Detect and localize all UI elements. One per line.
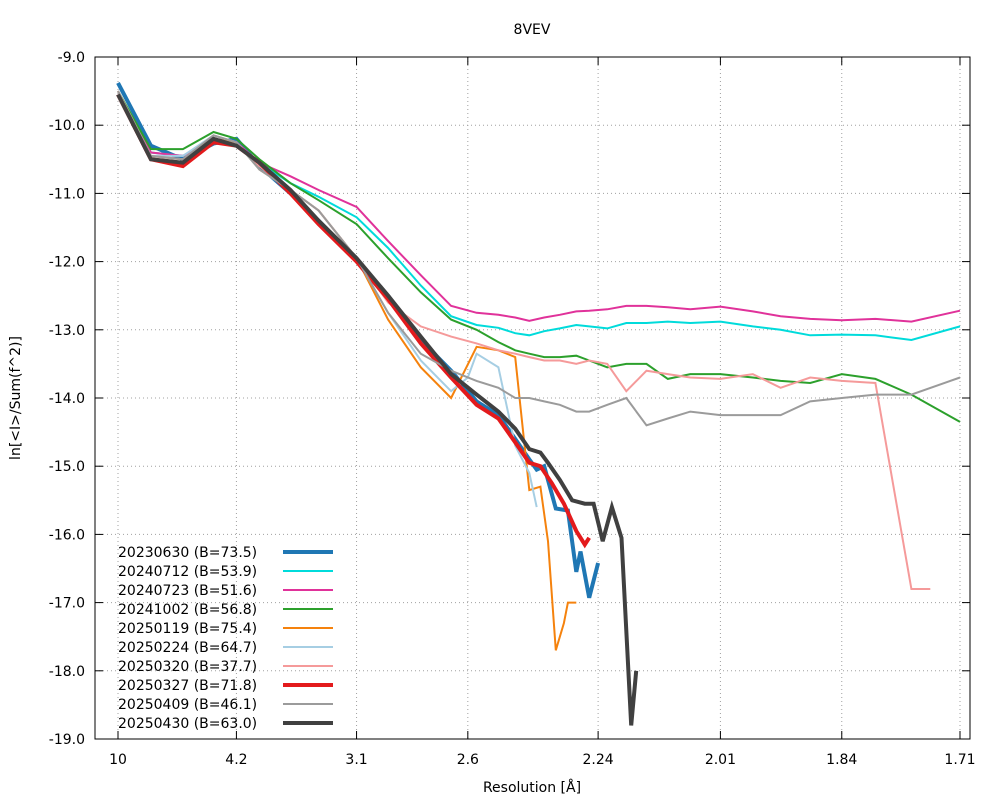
legend-label: 20250119 (B=75.4) xyxy=(118,621,257,637)
y-tick-label: -17.0 xyxy=(49,596,85,612)
legend-label: 20241002 (B=56.8) xyxy=(118,602,257,618)
y-tick-label: -15.0 xyxy=(49,459,85,475)
series-line xyxy=(116,93,639,726)
legend-label: 20250409 (B=46.1) xyxy=(118,697,257,713)
legend-label: 20250224 (B=64.7) xyxy=(118,640,257,656)
legend-label: 20250430 (B=63.0) xyxy=(118,716,257,732)
y-tick-label: -12.0 xyxy=(49,255,85,271)
y-tick-label: -13.0 xyxy=(49,323,85,339)
y-tick-label: -14.0 xyxy=(49,391,85,407)
legend-label: 20240723 (B=51.6) xyxy=(118,583,257,599)
series-line xyxy=(117,90,961,423)
legend-label: 20250327 (B=71.8) xyxy=(118,678,257,694)
series-line xyxy=(117,90,961,427)
y-tick-label: -16.0 xyxy=(49,527,85,543)
chart-title: 8VEV xyxy=(514,22,551,38)
x-tick-label: 10 xyxy=(109,752,127,768)
axes: -9.0 -10.0 -11.0 -12.0 -13.0 -14.0 -15.0 -16.0 -… xyxy=(49,50,976,768)
series-lines xyxy=(116,81,961,726)
legend: 20230630 (B=73.5) 20240712 (B=53.9) 202407… xyxy=(118,545,333,732)
x-axis-label: Resolution [Å] xyxy=(483,779,581,796)
y-tick-label: -18.0 xyxy=(49,664,85,680)
series-line xyxy=(117,90,931,590)
series-line xyxy=(116,93,591,549)
legend-label: 20250320 (B=37.7) xyxy=(118,659,257,675)
x-tick-label: 2.01 xyxy=(705,752,736,768)
series-line xyxy=(117,90,961,342)
y-tick-label: -11.0 xyxy=(49,186,85,202)
x-tick-label: 4.2 xyxy=(225,752,247,768)
x-tick-label: 3.1 xyxy=(345,752,367,768)
y-tick-label: -9.0 xyxy=(58,50,85,66)
x-tick-label: 2.6 xyxy=(457,752,479,768)
x-tick-label: 2.24 xyxy=(583,752,614,768)
y-axis-label: ln[<I>/Sum(f^2)] xyxy=(8,336,24,460)
legend-label: 20230630 (B=73.5) xyxy=(118,545,257,561)
y-tick-label: -10.0 xyxy=(49,118,85,134)
x-tick-label: 1.84 xyxy=(826,752,857,768)
x-tick-label: 1.71 xyxy=(944,752,975,768)
y-tick-label: -19.0 xyxy=(49,732,85,748)
plot-frame xyxy=(94,56,971,740)
legend-label: 20240712 (B=53.9) xyxy=(118,564,257,580)
series-line xyxy=(117,90,538,508)
